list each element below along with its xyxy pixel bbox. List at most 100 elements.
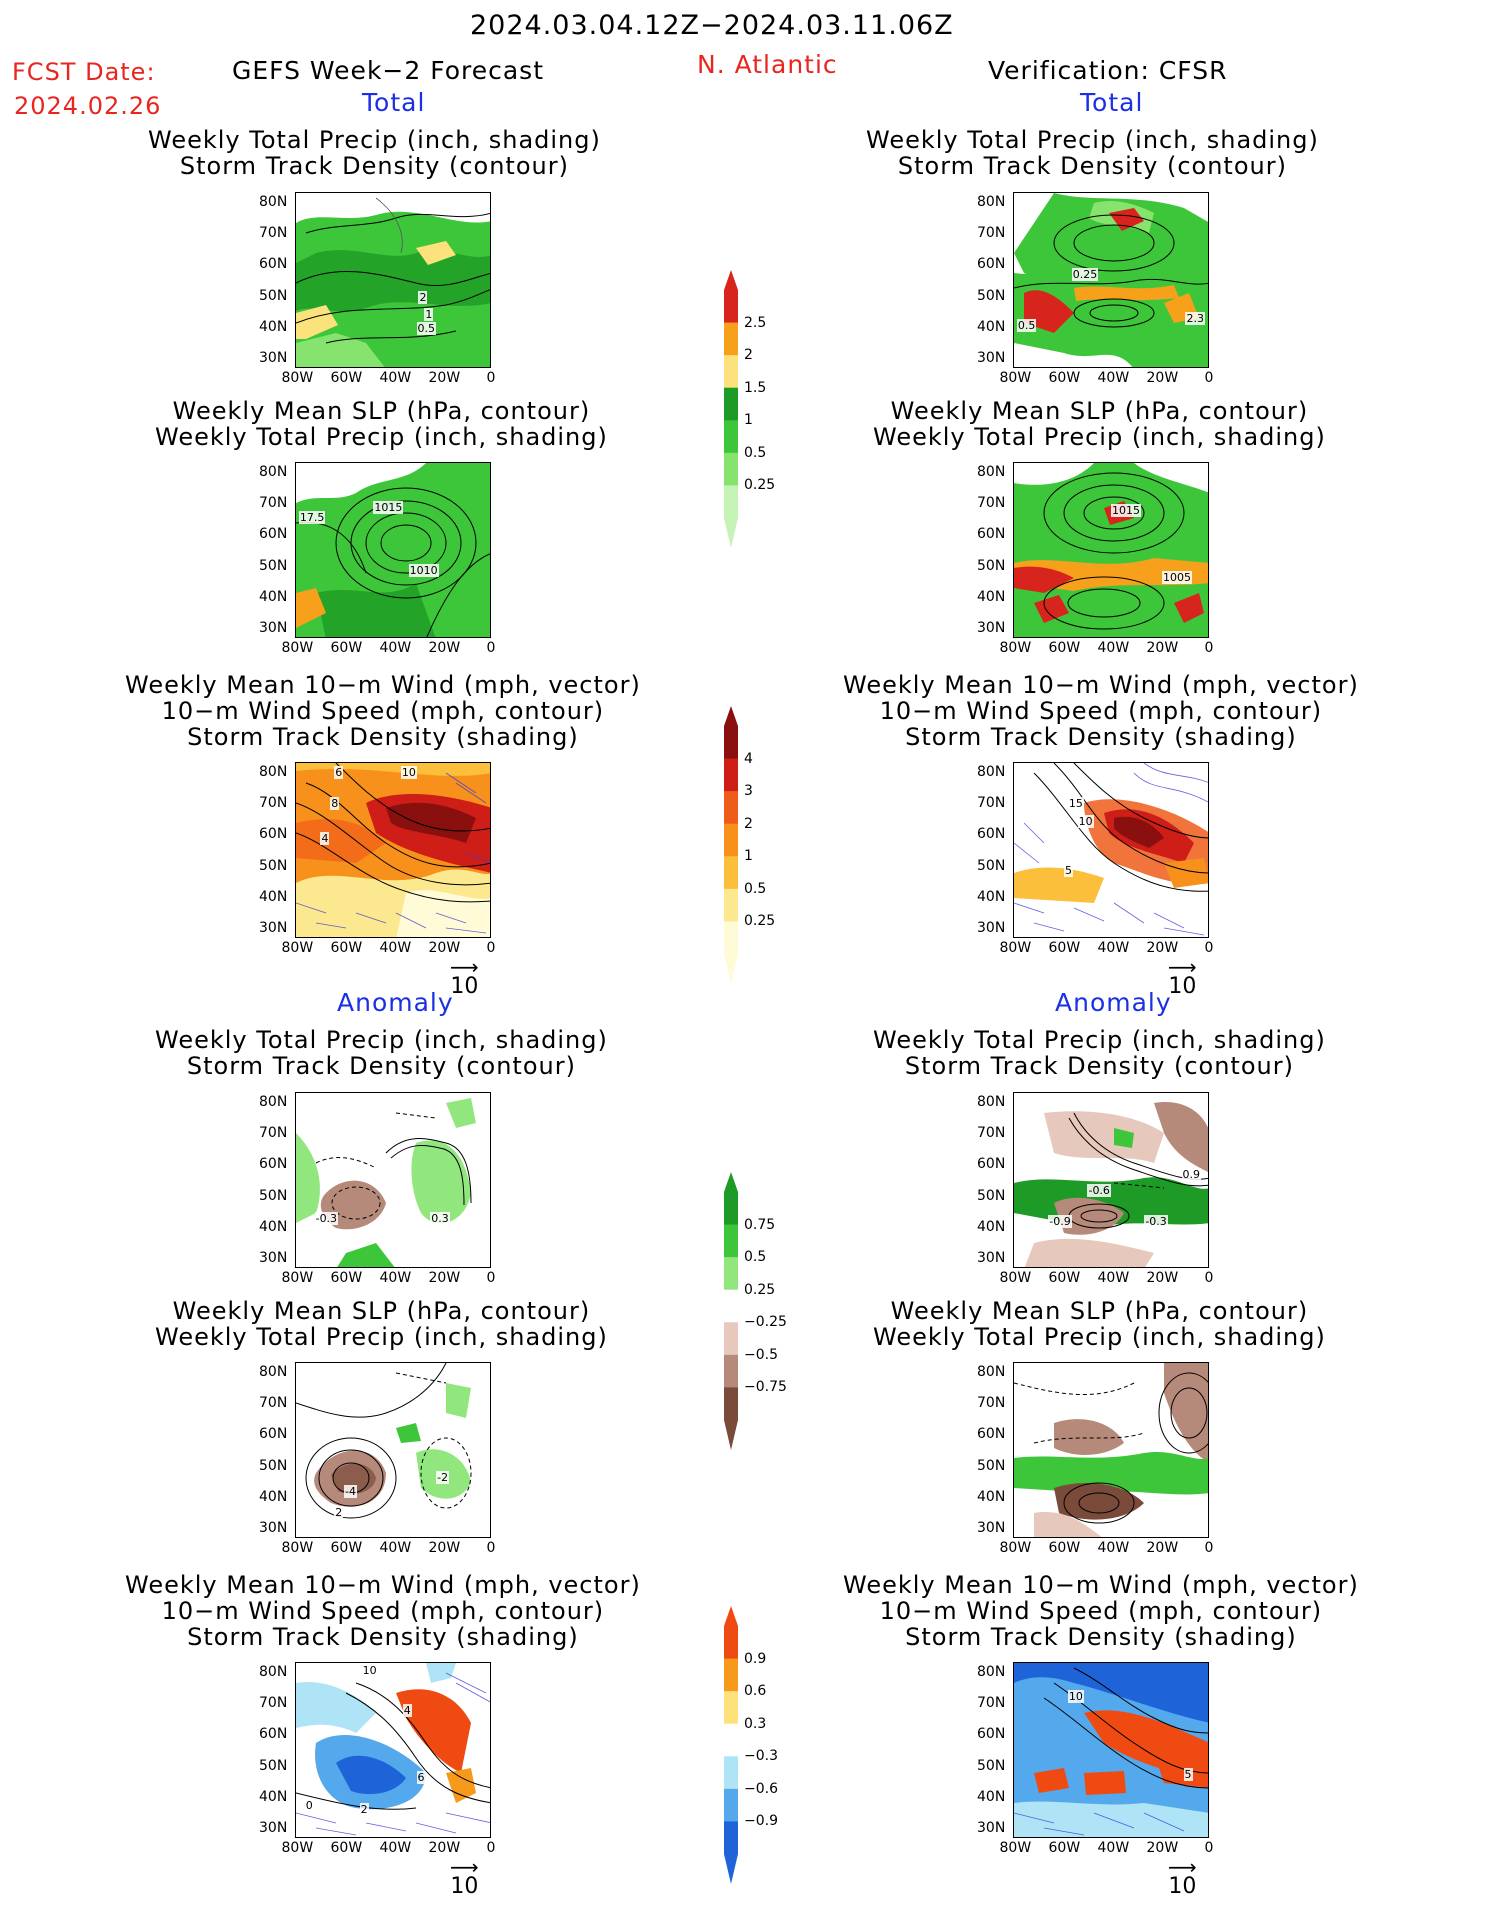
contour-label: -0.3 <box>1144 1215 1168 1229</box>
colorbar-label: 0.25 <box>744 913 776 930</box>
lat-tick-label: 70N <box>259 225 288 242</box>
section-total-left: Total <box>362 88 426 117</box>
colorbar-swatch <box>724 791 738 825</box>
title-l4: Weekly Total Precip (inch, shading) Storm… <box>155 1026 608 1080</box>
colorbar-label: −0.5 <box>744 1346 778 1363</box>
region-title: N. Atlantic <box>697 50 838 79</box>
contour-label: 0.25 <box>1071 267 1099 281</box>
lon-tick-label: 40W <box>379 640 412 656</box>
contour-label: 2 <box>359 1802 369 1816</box>
lat-tick-label: 50N <box>259 1187 288 1204</box>
map-precip-anomaly-forecast <box>295 1092 491 1268</box>
lat-tick-label: 30N <box>977 1820 1006 1836</box>
colorbar-swatch <box>724 1387 738 1421</box>
colorbar-swatches <box>724 1606 738 1884</box>
lat-tick-label: 60N <box>977 526 1006 543</box>
lat-tick-label: 60N <box>259 1156 288 1173</box>
colorbar-swatch <box>724 1626 738 1660</box>
colorbar-swatch <box>724 420 738 454</box>
lon-tick-label: 80W <box>999 1540 1032 1556</box>
lon-tick-label: 80W <box>999 940 1032 956</box>
lon-tick-label: 80W <box>999 1270 1032 1286</box>
contour-label: 6 <box>416 1771 426 1785</box>
contour-label: 4 <box>402 1704 412 1718</box>
fcst-label: FCST Date: <box>12 58 156 86</box>
contour-label: 0.5 <box>416 322 437 336</box>
arrow-right-icon: ⟶ <box>1168 1855 1197 1879</box>
contour-label: 2 <box>334 1506 344 1520</box>
lat-tick-label: 60N <box>259 256 288 273</box>
lat-tick-label: 80N <box>977 1364 1006 1380</box>
section-anomaly-right: Anomaly <box>1055 988 1172 1017</box>
colorbar-swatch <box>724 1723 738 1757</box>
lat-tick-label: 40N <box>977 1788 1006 1805</box>
colorbar-bottom-arrow <box>724 1420 738 1450</box>
lat-tick-label: 80N <box>259 464 288 480</box>
title-r2: Weekly Mean SLP (hPa, contour) Weekly Tot… <box>873 397 1326 451</box>
title-l1: Weekly Total Precip (inch, shading) Storm… <box>148 126 601 180</box>
lon-tick-label: 60W <box>1048 1540 1081 1556</box>
colorbar-label: 1 <box>744 412 753 429</box>
contour-label: 0.3 <box>430 1211 450 1225</box>
lat-tick-label: 70N <box>977 1695 1006 1712</box>
lon-tick-label: 80W <box>999 640 1032 656</box>
colorbar-swatch <box>724 485 738 519</box>
colorbar-swatch <box>724 1756 738 1790</box>
colorbar-swatch <box>724 823 738 857</box>
lon-tick-label: 0 <box>486 640 496 656</box>
map-wind-forecast <box>295 762 491 938</box>
colorbar-label: 2.5 <box>744 314 767 331</box>
lat-tick-label: 40N <box>977 588 1006 605</box>
colorbar-swatch <box>724 758 738 792</box>
contour-label: 4 <box>320 832 330 846</box>
lat-tick-label: 70N <box>977 225 1006 242</box>
colorbar-swatch <box>724 290 738 324</box>
contour-label: 10 <box>1067 1690 1084 1704</box>
lat-tick-label: 30N <box>259 350 288 366</box>
lat-tick-label: 40N <box>259 1218 288 1235</box>
title-r4: Weekly Total Precip (inch, shading) Storm… <box>873 1026 1326 1080</box>
vector-ref-r6: ⟶ 10 <box>1168 1855 1197 1899</box>
lon-tick-label: 20W <box>428 640 461 656</box>
lat-tick-label: 30N <box>259 920 288 936</box>
lat-tick-label: 80N <box>977 1664 1006 1680</box>
lon-tick-label: 40W <box>1097 1270 1130 1286</box>
lon-tick-label: 40W <box>379 1540 412 1556</box>
lon-tick-label: 80W <box>999 370 1032 386</box>
lon-tick-label: 80W <box>281 940 314 956</box>
lon-tick-label: 80W <box>281 640 314 656</box>
section-anomaly-left: Anomaly <box>337 988 454 1017</box>
lon-tick-label: 20W <box>1146 1840 1179 1856</box>
colorbar-swatch <box>724 1192 738 1226</box>
lat-tick-label: 50N <box>977 857 1006 874</box>
lat-tick-label: 70N <box>977 495 1006 512</box>
colorbar-label: 0.25 <box>744 1281 776 1298</box>
colorbar-storm-anomaly: 0.9 0.6 0.3 −0.3 −0.6 −0.9 <box>722 1606 778 1906</box>
colorbar-label: 0.5 <box>744 880 767 897</box>
lat-tick-label: 70N <box>259 1695 288 1712</box>
lon-tick-label: 20W <box>428 1540 461 1556</box>
colorbar-swatch <box>724 355 738 389</box>
lat-tick-label: 30N <box>977 350 1006 366</box>
lat-tick-label: 40N <box>977 318 1006 335</box>
colorbar-swatch <box>724 921 738 955</box>
lat-tick-label: 50N <box>259 1457 288 1474</box>
colorbar-swatch <box>724 1322 738 1356</box>
lon-tick-label: 40W <box>1097 940 1130 956</box>
lat-tick-label: 30N <box>977 920 1006 936</box>
contour-label: 15 <box>1067 797 1084 811</box>
lon-tick-label: 0 <box>1204 1540 1214 1556</box>
lon-tick-label: 40W <box>1097 370 1130 386</box>
colorbar-top-arrow <box>724 1606 738 1626</box>
contour-label: 0.5 <box>1016 318 1037 332</box>
lat-tick-label: 30N <box>977 620 1006 636</box>
lon-tick-label: 60W <box>1048 640 1081 656</box>
lon-tick-label: 0 <box>486 1840 496 1856</box>
lat-tick-label: 70N <box>259 1125 288 1142</box>
lat-tick-label: 80N <box>259 194 288 210</box>
lat-tick-label: 60N <box>259 826 288 843</box>
colorbar-swatch <box>724 1257 738 1291</box>
lat-tick-label: 80N <box>259 1664 288 1680</box>
lon-tick-label: 0 <box>1204 1840 1214 1856</box>
lat-tick-label: 40N <box>259 1788 288 1805</box>
